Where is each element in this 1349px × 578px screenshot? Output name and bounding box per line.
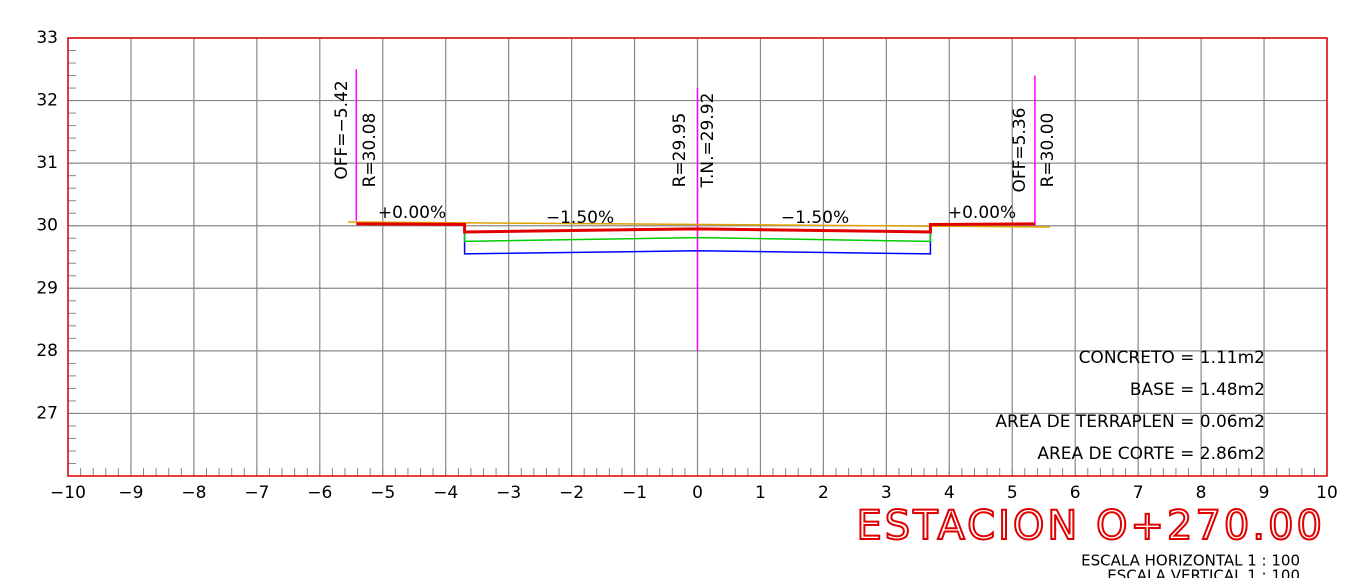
section-line	[463, 231, 932, 255]
x-tick-label: 8	[1196, 483, 1207, 503]
x-tick-label: 5	[1007, 483, 1018, 503]
section-line	[356, 222, 1035, 234]
x-tick-label: −2	[559, 483, 584, 503]
x-tick-label: 1	[755, 483, 766, 503]
x-tick-label: −6	[307, 483, 332, 503]
annotation: R=30.08	[360, 113, 380, 188]
x-tick-label: −10	[50, 483, 86, 503]
section-line	[348, 221, 1051, 228]
x-tick-label: −7	[244, 483, 269, 503]
plot-frame	[67, 37, 1328, 477]
x-tick-label: 10	[1316, 483, 1338, 503]
area-label: BASE = 1.48m2	[1130, 380, 1265, 400]
y-tick-label: 29	[36, 278, 58, 298]
annotation: −1.50%	[781, 208, 849, 228]
annotation: R=30.00	[1038, 113, 1058, 188]
chart-title: ESTACION O+270.00	[857, 503, 1325, 549]
x-tick-label: −1	[622, 483, 647, 503]
x-tick-label: 6	[1070, 483, 1081, 503]
section-line	[463, 231, 932, 243]
annotation: T.N.=29.92	[698, 93, 718, 189]
x-tick-label: 3	[881, 483, 892, 503]
annotation: +0.00%	[948, 203, 1016, 223]
annotation: +0.00%	[378, 203, 446, 223]
x-tick-label: 0	[692, 483, 703, 503]
x-tick-label: 9	[1259, 483, 1270, 503]
area-label: AREA DE CORTE = 2.86m2	[1037, 444, 1265, 464]
x-tick-label: −9	[118, 483, 143, 503]
annotation: OFF=−5.42	[332, 80, 352, 179]
x-tick-label: −8	[181, 483, 206, 503]
annotation: −1.50%	[546, 208, 614, 228]
x-tick-label: −4	[433, 483, 458, 503]
x-tick-label: −5	[370, 483, 395, 503]
area-label: AREA DE TERRAPLEN = 0.06m2	[995, 412, 1265, 432]
x-tick-label: 2	[818, 483, 829, 503]
y-tick-label: 33	[36, 28, 58, 48]
x-tick-label: −3	[496, 483, 521, 503]
y-tick-label: 32	[36, 91, 58, 111]
y-tick-label: 31	[36, 153, 58, 173]
scale-label: ESCALA HORIZONTAL 1 : 100	[1081, 552, 1300, 570]
y-tick-label: 30	[36, 216, 58, 236]
annotation: OFF=5.36	[1010, 107, 1030, 192]
x-tick-label: 7	[1133, 483, 1144, 503]
y-tick-label: 27	[36, 403, 58, 423]
annotation: R=29.95	[670, 113, 690, 188]
x-tick-label: 4	[944, 483, 955, 503]
scale-label: ESCALA VERTICAL 1 : 100	[1107, 567, 1300, 578]
area-label: CONCRETO = 1.11m2	[1079, 348, 1265, 368]
y-tick-label: 28	[36, 341, 58, 361]
